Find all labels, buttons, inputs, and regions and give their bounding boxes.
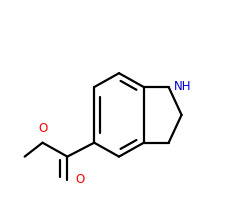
Text: NH: NH: [174, 80, 191, 93]
Text: O: O: [75, 173, 84, 186]
Text: O: O: [38, 122, 47, 135]
